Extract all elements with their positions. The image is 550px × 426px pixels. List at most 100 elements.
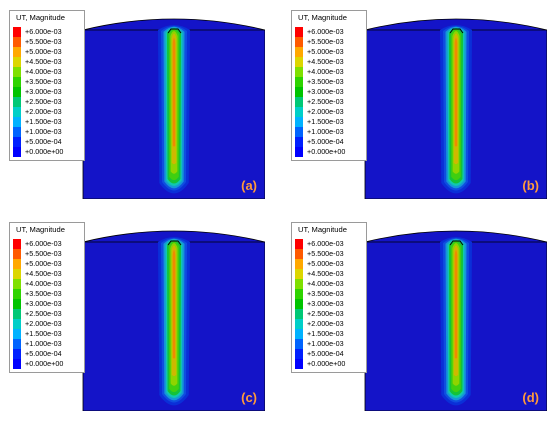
legend-row: +0.000e+00	[295, 359, 363, 369]
legend-row: +5.500e-03	[13, 249, 81, 259]
legend-label: +3.000e-03	[307, 87, 344, 96]
panel-d: UT, Magnitude +6.000e-03 +5.500e-03 +5.000…	[285, 214, 547, 411]
legend-row: +4.000e-03	[295, 67, 363, 77]
legend-swatch	[13, 329, 21, 339]
legend-swatch	[295, 319, 303, 329]
legend-row: +5.000e-04	[295, 349, 363, 359]
legend-row: +3.500e-03	[13, 289, 81, 299]
legend-label: +2.500e-03	[25, 309, 62, 318]
legend-row: +2.500e-03	[295, 97, 363, 107]
legend: UT, Magnitude +6.000e-03 +5.500e-03 +5.000…	[9, 222, 85, 373]
legend-label: +3.000e-03	[25, 299, 62, 308]
legend-label: +3.000e-03	[307, 299, 344, 308]
legend-label: +5.000e-03	[25, 259, 62, 268]
legend-label: +5.000e-04	[307, 349, 344, 358]
legend-swatch	[13, 67, 21, 77]
legend-swatch	[13, 359, 21, 369]
legend-row: +4.000e-03	[13, 67, 81, 77]
legend-row: +5.500e-03	[295, 37, 363, 47]
legend-label: +2.000e-03	[25, 107, 62, 116]
legend-label: +6.000e-03	[307, 239, 344, 248]
legend-row: +3.000e-03	[13, 87, 81, 97]
legend-row: +1.000e-03	[295, 127, 363, 137]
legend-swatch	[295, 359, 303, 369]
legend-label: +2.500e-03	[25, 97, 62, 106]
legend-row: +2.000e-03	[295, 319, 363, 329]
legend-label: +0.000e+00	[307, 147, 346, 156]
displacement-contour	[172, 38, 176, 147]
legend-swatch	[295, 137, 303, 147]
panel-label: (d)	[522, 390, 539, 405]
legend-swatch	[295, 147, 303, 157]
legend-row: +3.500e-03	[295, 289, 363, 299]
legend-swatch	[295, 329, 303, 339]
legend-rows: +6.000e-03 +5.500e-03 +5.000e-03 +4.500e-03…	[13, 27, 81, 157]
legend-swatch	[13, 249, 21, 259]
legend-label: +4.000e-03	[307, 67, 344, 76]
legend-swatch	[13, 127, 21, 137]
displacement-contour	[454, 38, 458, 147]
legend: UT, Magnitude +6.000e-03 +5.500e-03 +5.000…	[291, 10, 367, 161]
legend-swatch	[13, 339, 21, 349]
legend-row: +0.000e+00	[13, 359, 81, 369]
legend-row: +1.000e-03	[13, 127, 81, 137]
legend-title: UT, Magnitude	[298, 225, 347, 234]
contour-plot	[364, 230, 547, 411]
legend-swatch	[13, 299, 21, 309]
legend-row: +4.500e-03	[295, 57, 363, 67]
legend-row: +3.500e-03	[13, 77, 81, 87]
legend-label: +1.500e-03	[25, 117, 62, 126]
tip-outline	[449, 28, 464, 34]
panel-b: UT, Magnitude +6.000e-03 +5.500e-03 +5.000…	[285, 2, 547, 199]
tip-outline	[167, 28, 182, 34]
legend-label: +2.000e-03	[307, 107, 344, 116]
legend-row: +4.500e-03	[13, 57, 81, 67]
legend-swatch	[13, 239, 21, 249]
legend-title: UT, Magnitude	[16, 225, 65, 234]
legend-row: +2.500e-03	[13, 97, 81, 107]
legend-swatch	[295, 259, 303, 269]
legend-label: +3.500e-03	[25, 289, 62, 298]
legend-label: +1.500e-03	[307, 117, 344, 126]
legend-swatch	[13, 107, 21, 117]
legend-swatch	[13, 37, 21, 47]
legend-swatch	[295, 57, 303, 67]
displacement-contour	[172, 250, 176, 359]
legend-swatch	[295, 269, 303, 279]
legend-row: +3.000e-03	[295, 299, 363, 309]
contour-plot	[82, 18, 265, 199]
legend-label: +4.000e-03	[25, 67, 62, 76]
legend: UT, Magnitude +6.000e-03 +5.500e-03 +5.000…	[291, 222, 367, 373]
legend-swatch	[13, 349, 21, 359]
legend-row: +3.000e-03	[13, 299, 81, 309]
legend-row: +0.000e+00	[13, 147, 81, 157]
legend-row: +3.000e-03	[295, 87, 363, 97]
legend-label: +1.000e-03	[307, 339, 344, 348]
panel-label: (c)	[241, 390, 257, 405]
legend-label: +0.000e+00	[307, 359, 346, 368]
legend-swatch	[295, 37, 303, 47]
legend-swatch	[13, 289, 21, 299]
legend-row: +6.000e-03	[13, 27, 81, 37]
legend-label: +5.500e-03	[307, 37, 344, 46]
legend-swatch	[295, 249, 303, 259]
legend-row: +5.000e-04	[13, 137, 81, 147]
legend-label: +0.000e+00	[25, 359, 64, 368]
tip-outline	[167, 240, 182, 246]
legend-swatch	[13, 147, 21, 157]
legend-swatch	[295, 299, 303, 309]
legend-swatch	[295, 87, 303, 97]
legend-label: +5.000e-04	[25, 137, 62, 146]
legend-row: +5.000e-03	[295, 259, 363, 269]
legend-row: +4.000e-03	[295, 279, 363, 289]
legend-swatch	[13, 279, 21, 289]
legend-swatch	[295, 289, 303, 299]
legend-label: +3.000e-03	[25, 87, 62, 96]
legend-row: +2.500e-03	[13, 309, 81, 319]
legend-swatch	[13, 77, 21, 87]
legend-swatch	[13, 87, 21, 97]
panel-a: UT, Magnitude +6.000e-03 +5.500e-03 +5.000…	[3, 2, 265, 199]
legend-swatch	[295, 67, 303, 77]
legend-row: +2.000e-03	[13, 319, 81, 329]
contour-plot	[82, 230, 265, 411]
